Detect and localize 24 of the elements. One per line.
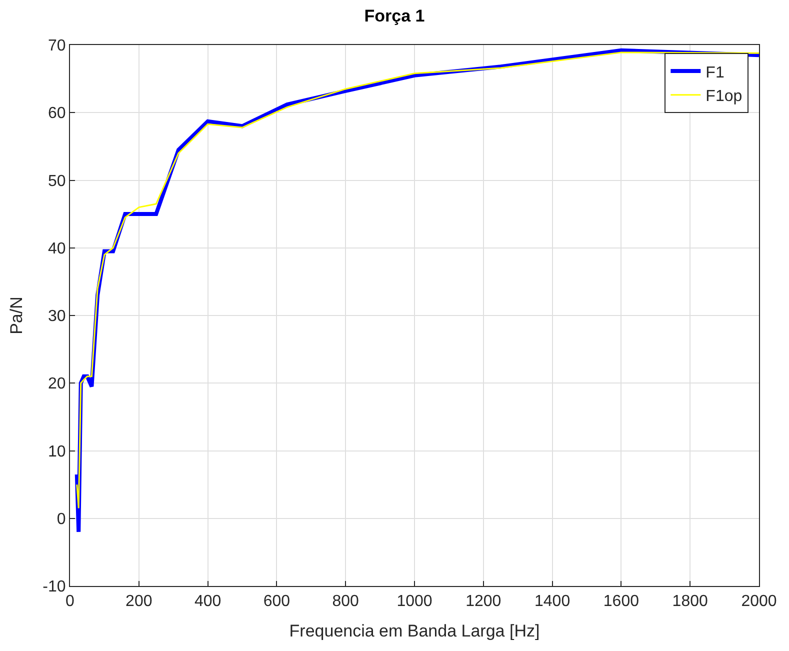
x-tick-label: 400: [194, 593, 222, 610]
y-tick-label: 70: [48, 38, 66, 55]
y-tick-label: 40: [48, 240, 66, 258]
y-tick-label: 20: [48, 376, 66, 393]
x-tick-label: 1200: [466, 593, 502, 610]
y-tick-label: 10: [48, 443, 66, 460]
x-axis-title: Frequencia em Banda Larga [Hz]: [289, 622, 540, 641]
y-tick-label: 60: [48, 105, 66, 122]
legend-label: F1: [706, 64, 724, 82]
x-tick-label: 1400: [534, 593, 570, 610]
x-tick-label: 200: [126, 593, 152, 610]
y-tick-label: -10: [42, 578, 66, 596]
y-tick-label: 30: [48, 308, 66, 326]
legend-label: F1op: [706, 88, 742, 106]
y-axis-title: Pa/N: [7, 296, 26, 334]
x-tick-label: 1600: [603, 593, 640, 610]
x-tick-label: 1000: [396, 593, 432, 610]
x-tick-label: 2000: [741, 593, 777, 610]
x-tick-label: 800: [332, 593, 360, 610]
y-tick-label: 0: [56, 510, 66, 528]
chart-title: Força 1: [364, 6, 425, 26]
y-tick-label: 50: [48, 172, 66, 190]
x-tick-label: 1800: [672, 593, 708, 610]
x-tick-label: 600: [263, 593, 290, 610]
